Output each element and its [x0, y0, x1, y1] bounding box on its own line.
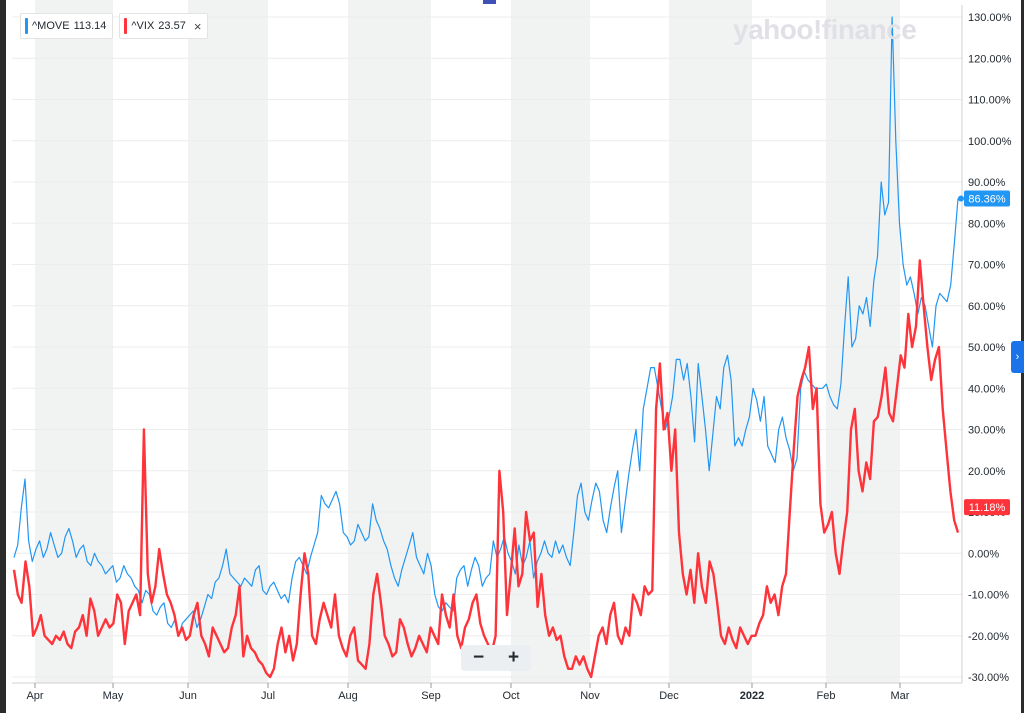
y-tick-label: 110.00%	[968, 95, 1011, 107]
y-tick-label: -20.00%	[968, 631, 1009, 643]
expand-panel-button[interactable]: ›	[1011, 341, 1024, 373]
range-indicator[interactable]	[483, 0, 496, 4]
x-tick-label: Apr	[26, 690, 43, 702]
move-series-line	[13, 16, 959, 637]
move-value-badge	[964, 190, 1010, 207]
y-tick-label: 50.00%	[968, 342, 1006, 354]
x-tick-label: May	[103, 690, 124, 702]
grid-lines	[12, 16, 962, 678]
move-color-swatch	[25, 18, 28, 34]
zoom-control: − +	[461, 645, 531, 671]
move-last-point	[958, 195, 964, 202]
y-tick-label: 40.00%	[968, 383, 1006, 395]
month-band	[511, 0, 590, 683]
y-tick-label: 30.00%	[968, 425, 1006, 437]
y-tick-label: 130.00%	[968, 12, 1012, 24]
month-band	[35, 0, 113, 683]
x-tick-label: Jun	[179, 690, 197, 702]
y-axis: 130.00% 120.00% 110.00% 100.00% 90.00% 80.00%…	[961, 5, 1012, 684]
yahoo-finance-logo: yahoo!finance	[733, 14, 917, 45]
x-tick-label: Sep	[421, 690, 441, 702]
legend-vix-symbol: ^VIX	[131, 20, 155, 32]
x-axis: Apr May Jun Jul Aug Sep Oct Nov Dec 2022 Feb Mar	[12, 682, 962, 702]
month-band	[188, 0, 268, 683]
vix-color-swatch	[124, 18, 128, 34]
month-band	[348, 0, 431, 683]
legend-chip-move[interactable]: ^MOVE 113.14	[20, 13, 114, 39]
y-tick-label: 90.00%	[968, 177, 1006, 189]
legend-move-symbol: ^MOVE	[32, 20, 70, 32]
x-tick-label: Dec	[659, 690, 679, 702]
y-tick-label: 0.00%	[968, 548, 999, 560]
legend: ^MOVE 113.14 ^VIX 23.57 ×	[20, 13, 209, 39]
legend-move-value: 113.14	[73, 20, 107, 32]
legend-chip-vix[interactable]: ^VIX 23.57 ×	[119, 13, 209, 39]
zoom-in-button[interactable]: +	[507, 647, 520, 668]
y-tick-label: 20.00%	[968, 466, 1006, 478]
y-tick-label: 60.00%	[968, 301, 1006, 313]
vix-value-badge	[964, 499, 1010, 516]
y-tick-label: -10.00%	[968, 590, 1009, 602]
value-badges: 86.36% 11.18%	[958, 190, 1010, 516]
zoom-out-button[interactable]: −	[472, 647, 485, 668]
window-left-border	[0, 0, 6, 713]
x-tick-label: Jul	[261, 690, 275, 702]
x-tick-label: Oct	[502, 690, 519, 702]
x-tick-label: Aug	[338, 690, 358, 702]
y-tick-label: -30.00%	[968, 672, 1009, 684]
month-band	[669, 0, 752, 683]
month-band	[826, 0, 900, 683]
close-icon[interactable]: ×	[193, 18, 202, 34]
x-tick-label: Nov	[580, 690, 600, 702]
y-tick-label: 120.00%	[968, 53, 1012, 65]
series-lines	[12, 16, 960, 679]
vix-series-line	[12, 259, 960, 679]
y-tick-label: 80.00%	[968, 218, 1006, 230]
x-tick-label: Mar	[891, 690, 910, 702]
vix-value-badge-label: 11.18%	[969, 502, 1006, 514]
move-value-badge-label: 86.36%	[968, 194, 1006, 206]
y-tick-label: 70.00%	[968, 260, 1006, 272]
x-tick-label: Feb	[817, 690, 836, 702]
y-tick-label: 100.00%	[968, 136, 1012, 148]
legend-vix-value: 23.57	[158, 20, 186, 32]
x-tick-label: 2022	[740, 690, 764, 702]
